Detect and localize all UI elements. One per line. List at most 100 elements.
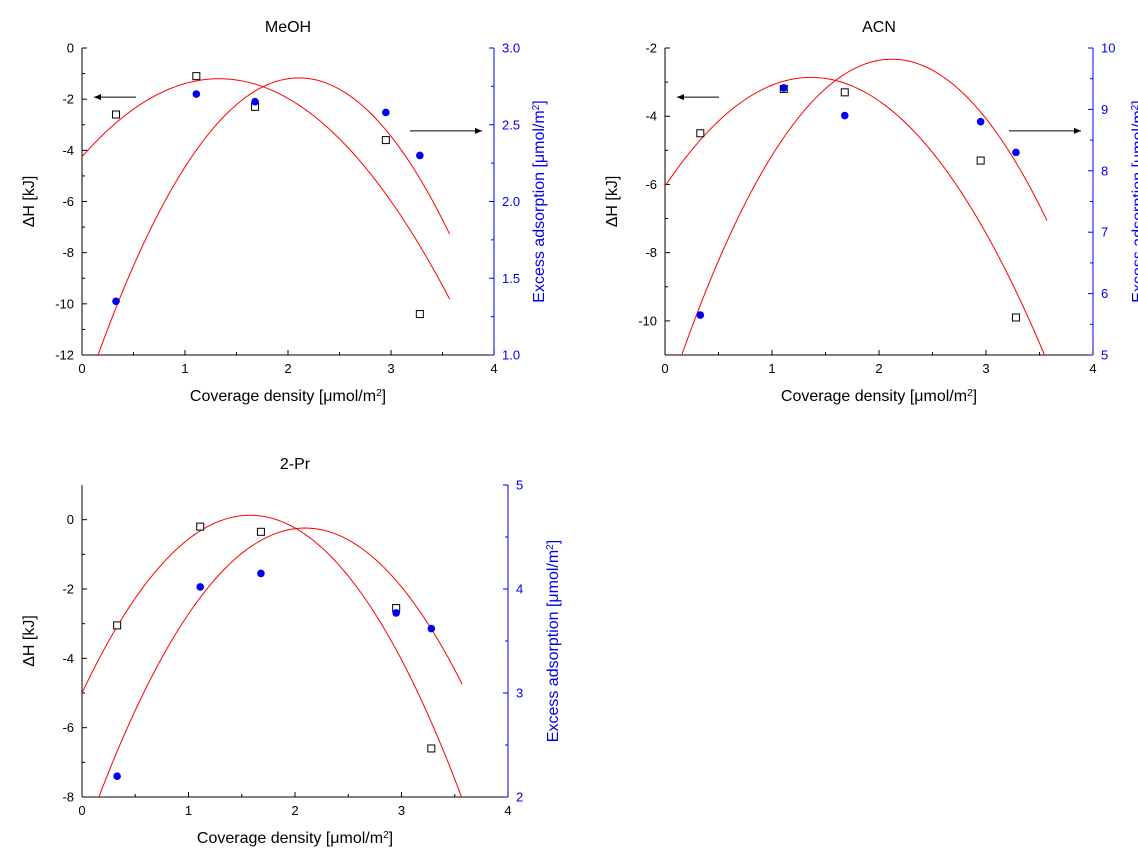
data-point-square [192, 72, 201, 81]
data-point-square [381, 136, 390, 145]
fit-curve-right [98, 527, 463, 797]
y-left-tick-label: -6 [62, 720, 74, 735]
y-right-tick-label: 7 [1101, 225, 1108, 240]
data-point-circle [840, 111, 849, 120]
y-left-axis-label: ΔH [kJ] [604, 176, 621, 228]
y-left-tick-label: -8 [62, 245, 74, 260]
data-point-square [976, 156, 985, 165]
y-right-tick-label: 8 [1101, 163, 1108, 178]
y-right-tick-label: 5 [516, 478, 523, 493]
y-left-tick-label: -4 [645, 109, 657, 124]
data-point-square [111, 110, 120, 119]
y-left-tick-label: -2 [62, 582, 74, 597]
data-point-circle [192, 90, 201, 98]
y-right-tick-label: 3.0 [502, 41, 520, 56]
y-right-axis-label: Excess adsorption [μmol/m2] [545, 540, 563, 742]
arrow-left-head [677, 94, 684, 101]
y-left-tick-label: 0 [67, 512, 74, 527]
y-left-tick-label: -6 [645, 177, 657, 192]
y-left-tick-label: -12 [55, 348, 74, 363]
data-point-circle [696, 311, 705, 319]
data-point-circle [251, 97, 259, 106]
y-left-tick-label: -8 [62, 790, 74, 805]
x-tick-label: 2 [291, 803, 298, 818]
y-left-axis-label: ΔH [kJ] [21, 615, 38, 667]
y-right-tick-label: 2 [516, 790, 523, 805]
fit-curve-left [82, 514, 463, 797]
y-right-tick-label: 2.0 [502, 194, 520, 209]
y-right-tick-label: 4 [516, 582, 523, 597]
x-tick-label: 3 [387, 361, 394, 376]
x-tick-label: 0 [78, 361, 85, 376]
data-point-square [415, 310, 424, 319]
y-right-axis-label: Excess adsorption [μmol/m2] [1130, 100, 1138, 302]
data-point-circle [113, 772, 121, 780]
arrow-right-head [475, 127, 482, 134]
data-point-square [256, 527, 265, 536]
x-axis-label: Coverage density [μmol/m2] [190, 388, 386, 406]
y-left-tick-label: -4 [62, 651, 74, 666]
x-tick-label: 4 [1089, 361, 1096, 376]
y-left-tick-label: -4 [62, 143, 74, 158]
y-right-tick-label: 9 [1101, 102, 1108, 117]
x-tick-label: 0 [661, 361, 668, 376]
y-left-tick-label: -2 [645, 41, 657, 56]
y-left-tick-label: -8 [645, 245, 657, 260]
x-tick-label: 1 [181, 361, 188, 376]
chart-title: 2-Pr [280, 456, 311, 473]
x-axis-label: Coverage density [μmol/m2] [781, 388, 977, 406]
data-point-square [1011, 313, 1020, 322]
y-left-tick-label: 0 [67, 41, 74, 56]
fit-curve-left [82, 78, 451, 300]
y-left-tick-label: -2 [62, 92, 74, 107]
y-right-tick-label: 2.5 [502, 117, 520, 132]
x-tick-label: 2 [875, 361, 882, 376]
data-point-square [696, 129, 705, 138]
data-point-circle [257, 569, 265, 578]
x-tick-label: 2 [284, 361, 291, 376]
arrow-right-head [1074, 127, 1081, 134]
x-tick-label: 0 [78, 803, 85, 818]
y-right-tick-label: 10 [1101, 41, 1115, 56]
x-tick-label: 3 [398, 803, 405, 818]
arrow-left-head [94, 94, 101, 101]
y-right-tick-label: 5 [1101, 348, 1108, 363]
data-point-square [196, 522, 205, 531]
data-point-square [840, 88, 849, 97]
chart-meoh: 0 1 2 3 4 0 -2 -4 -6 -8 -10 -12 1.0 1.5 2.0 2.5 3.0 MeOH C… [21, 19, 548, 405]
chart-2pr: 0 1 2 3 4 0 -2 -4 -6 -8 2 3 4 5 2-Pr Coverage density [… [21, 456, 562, 847]
fit-curve-right [97, 77, 451, 355]
data-point-circle [427, 624, 436, 633]
y-right-tick-label: 1.5 [502, 271, 520, 286]
chart-acn: 0 1 2 3 4 -2 -4 -6 -8 -10 5 6 7 8 9 10 ACN Coverage densi… [604, 19, 1138, 405]
fit-curve-right [681, 58, 1048, 355]
fit-curve-left [665, 76, 1046, 355]
chart-title: MeOH [265, 19, 311, 36]
x-axis-label: Coverage density [μmol/m2] [197, 830, 393, 848]
data-point-circle [112, 297, 120, 306]
x-tick-label: 1 [768, 361, 775, 376]
chart-title: ACN [862, 19, 896, 36]
x-tick-label: 3 [982, 361, 989, 376]
data-point-circle [779, 84, 788, 92]
y-right-tick-label: 1.0 [502, 348, 520, 363]
x-tick-label: 1 [185, 803, 192, 818]
data-point-circle [976, 117, 985, 126]
data-point-circle [196, 583, 205, 591]
y-left-tick-label: -10 [638, 313, 657, 328]
data-point-circle [1012, 148, 1020, 157]
data-point-circle [416, 151, 424, 160]
data-point-square [427, 744, 436, 753]
y-left-tick-label: -10 [55, 296, 74, 311]
y-right-tick-label: 3 [516, 686, 523, 701]
y-right-axis-label: Excess adsorption [μmol/m2] [531, 100, 549, 302]
data-point-circle [382, 108, 390, 117]
data-point-square [113, 621, 122, 630]
data-point-circle [392, 609, 400, 617]
y-left-tick-label: -6 [62, 194, 74, 209]
y-left-axis-label: ΔH [kJ] [21, 176, 38, 228]
x-tick-label: 4 [490, 361, 497, 376]
x-tick-label: 4 [504, 803, 511, 818]
y-right-tick-label: 6 [1101, 286, 1108, 301]
